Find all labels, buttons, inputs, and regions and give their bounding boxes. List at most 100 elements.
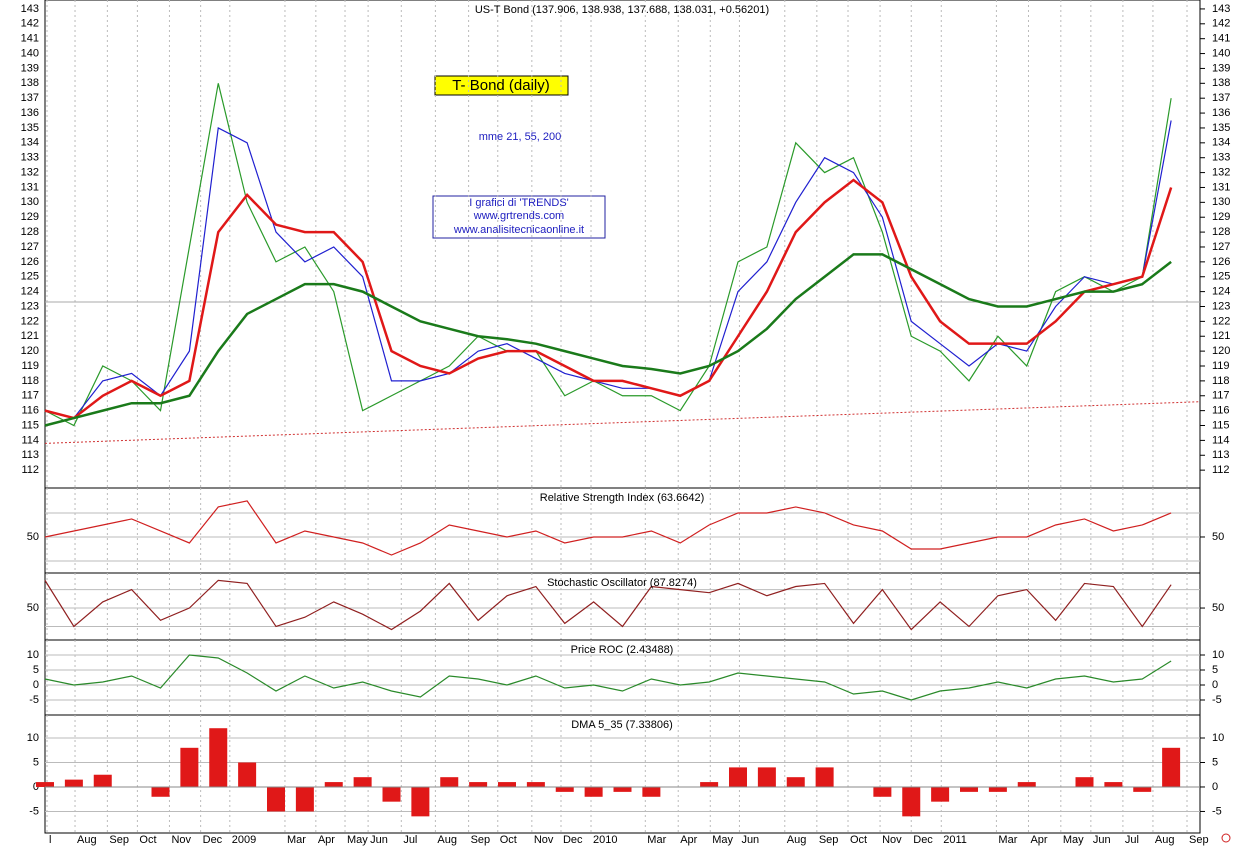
bar	[757, 767, 776, 787]
y-tick-label: 137	[21, 92, 39, 104]
y-tick-label: 141	[21, 33, 39, 45]
x-tick-label: Dec	[913, 834, 933, 846]
x-tick-label: Apr	[318, 834, 335, 846]
bar	[960, 786, 978, 792]
panel-title: Price ROC (2.43488)	[571, 644, 674, 656]
y-tick-label-right: 5	[1212, 664, 1218, 676]
bar	[815, 767, 834, 787]
y-tick-label: 117	[21, 390, 39, 402]
x-tick-label: Sep	[471, 834, 491, 846]
y-tick-label: 122	[21, 315, 39, 327]
bar	[295, 786, 314, 812]
y-tick-label: 112	[21, 464, 39, 476]
y-tick-label-right: 143	[1212, 3, 1230, 15]
y-tick-label-right: 131	[1212, 181, 1230, 193]
y-tick-label: 114	[21, 434, 39, 446]
x-tick-label: Aug	[77, 834, 97, 846]
y-tick-label-right: 112	[1212, 464, 1230, 476]
y-tick-label-right: 5	[1212, 756, 1218, 768]
y-tick-label: -5	[29, 805, 39, 817]
y-tick-label-right: 118	[1212, 375, 1230, 387]
y-tick-label-right: 129	[1212, 211, 1230, 223]
bar	[584, 786, 603, 797]
y-tick-label-right: 139	[1212, 62, 1230, 74]
y-tick-label-right: 134	[1212, 137, 1230, 149]
y-tick-label: 140	[21, 47, 39, 59]
y-tick-label-right: 121	[1212, 330, 1230, 342]
y-tick-label: 113	[21, 449, 39, 461]
bar	[1162, 747, 1181, 787]
bar	[1017, 782, 1036, 787]
x-tick-label: Mar	[998, 834, 1017, 846]
y-tick-label-right: -5	[1212, 805, 1222, 817]
y-tick-label: 10	[27, 649, 39, 661]
bar	[498, 782, 516, 787]
x-tick-label: Jun	[370, 834, 388, 846]
y-tick-label-right: 124	[1212, 286, 1230, 298]
y-tick-label: 121	[21, 330, 39, 342]
y-tick-label-right: 10	[1212, 732, 1224, 744]
x-tick-label: Apr	[1030, 834, 1047, 846]
bar	[151, 786, 170, 797]
x-tick-label: Jul	[1125, 834, 1139, 846]
chart-title: US-T Bond (137.906, 138.938, 137.688, 13…	[475, 4, 769, 16]
x-tick-label: l	[49, 834, 51, 846]
credit: www.grtrends.com	[473, 210, 564, 222]
y-tick-label: 0	[33, 679, 39, 691]
x-tick-label: Oct	[500, 834, 517, 846]
x-tick-label: Apr	[680, 834, 697, 846]
y-tick-label: 126	[21, 256, 39, 268]
y-tick-label-right: 137	[1212, 92, 1230, 104]
x-tick-label: Jun	[741, 834, 759, 846]
bar	[267, 786, 285, 812]
x-tick-label: Dec	[203, 834, 223, 846]
y-tick-label-right: 115	[1212, 419, 1230, 431]
series-line	[44, 654, 1172, 701]
series-line	[44, 178, 1173, 420]
y-tick-label-right: 50	[1212, 602, 1224, 614]
bar	[642, 786, 661, 797]
y-tick-label: 123	[21, 300, 39, 312]
x-tick-label: Nov	[534, 834, 554, 846]
y-tick-label-right: 133	[1212, 152, 1230, 164]
y-tick-label: 50	[27, 531, 39, 543]
bar	[324, 782, 343, 787]
x-tick-label: Jul	[403, 834, 417, 846]
y-tick-label: 119	[21, 360, 39, 372]
bar	[64, 779, 83, 787]
y-tick-label-right: 126	[1212, 256, 1230, 268]
y-tick-label-right: 140	[1212, 47, 1230, 59]
y-tick-label-right: 135	[1212, 122, 1230, 134]
x-tick-label: Sep	[109, 834, 129, 846]
bar	[613, 786, 632, 792]
bar	[1104, 782, 1123, 787]
x-tick-label: Jun	[1093, 834, 1111, 846]
bar	[729, 767, 747, 787]
y-tick-label: 118	[21, 375, 39, 387]
bar	[382, 786, 401, 802]
y-tick-label: 5	[33, 664, 39, 676]
x-tick-label: Sep	[1189, 834, 1209, 846]
y-tick-label: 116	[21, 405, 39, 417]
bar	[902, 786, 921, 817]
y-tick-label: 131	[21, 181, 39, 193]
bar	[411, 786, 430, 817]
x-tick-label: Nov	[171, 834, 191, 846]
y-tick-label-right: 114	[1212, 434, 1230, 446]
y-tick-label-right: 116	[1212, 405, 1230, 417]
y-tick-label-right: 0	[1212, 679, 1218, 691]
y-tick-label: 128	[21, 226, 39, 238]
x-tick-label: Sep	[819, 834, 839, 846]
bar	[873, 786, 892, 797]
y-tick-label: 120	[21, 345, 39, 357]
y-tick-label-right: 141	[1212, 33, 1230, 45]
y-tick-label-right: 128	[1212, 226, 1230, 238]
bar	[700, 782, 719, 787]
y-tick-label-right: 117	[1212, 390, 1230, 402]
y-tick-label-right: 0	[1212, 781, 1218, 793]
panel-title: Relative Strength Index (63.6642)	[540, 492, 705, 504]
bar	[93, 774, 112, 787]
credit: I grafici di 'TRENDS'	[469, 197, 569, 209]
panel-title: Stochastic Oscillator (87.8274)	[547, 577, 697, 589]
